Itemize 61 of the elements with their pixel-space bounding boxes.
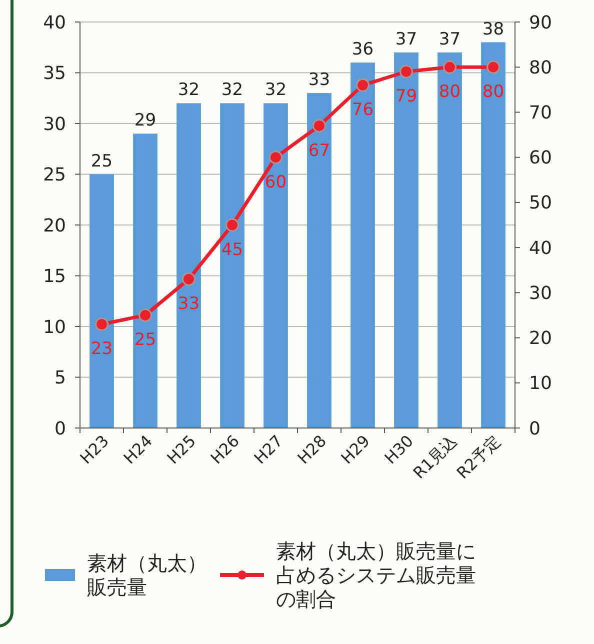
point bbox=[356, 78, 370, 92]
data-label: 80 bbox=[482, 82, 504, 102]
data-label: 25 bbox=[90, 151, 113, 172]
y2-tick-label: 30 bbox=[529, 282, 552, 304]
y-tick-label: 40 bbox=[43, 12, 66, 34]
data-label: 33 bbox=[308, 70, 330, 90]
bar bbox=[220, 103, 244, 428]
data-label: 80 bbox=[438, 82, 461, 102]
point bbox=[443, 60, 456, 74]
data-label: 33 bbox=[178, 294, 200, 314]
point bbox=[269, 150, 282, 164]
y-tick-label: 10 bbox=[43, 316, 66, 338]
bar bbox=[176, 103, 201, 428]
point bbox=[138, 308, 152, 322]
data-label: 36 bbox=[352, 40, 374, 60]
data-label: 32 bbox=[221, 80, 244, 100]
point bbox=[95, 317, 108, 331]
bar bbox=[133, 134, 158, 428]
point bbox=[226, 218, 239, 232]
data-label: 29 bbox=[134, 110, 156, 131]
data-label: 45 bbox=[221, 240, 244, 260]
bar bbox=[438, 52, 462, 428]
point bbox=[400, 64, 413, 78]
data-label: 76 bbox=[352, 100, 374, 120]
y-tick-label: 20 bbox=[43, 215, 66, 236]
data-label: 32 bbox=[264, 80, 287, 100]
y-tick-label: 15 bbox=[43, 266, 66, 288]
y2-tick-label: 20 bbox=[529, 328, 552, 350]
data-label: 37 bbox=[395, 29, 418, 50]
data-label: 79 bbox=[395, 86, 418, 107]
data-label: 60 bbox=[264, 172, 287, 192]
data-label: 23 bbox=[90, 339, 113, 360]
bar bbox=[307, 93, 332, 428]
y2-tick-label: 50 bbox=[529, 192, 552, 214]
y-tick-label: 35 bbox=[43, 63, 66, 84]
y2-tick-label: 10 bbox=[529, 373, 552, 394]
y-tick-label: 25 bbox=[43, 164, 66, 186]
y-tick-label: 30 bbox=[43, 114, 66, 135]
y-tick-label: 0 bbox=[54, 418, 66, 440]
bar bbox=[264, 103, 288, 428]
y2-tick-label: 40 bbox=[529, 238, 552, 259]
bar bbox=[481, 42, 506, 428]
point bbox=[312, 119, 326, 133]
data-label: 37 bbox=[438, 29, 461, 50]
y2-tick-label: 80 bbox=[529, 57, 552, 78]
data-label: 25 bbox=[134, 330, 156, 350]
y2-tick-label: 60 bbox=[529, 148, 552, 169]
legend-label: 素材（丸太）販売量 bbox=[87, 551, 207, 599]
data-label: 67 bbox=[308, 140, 330, 161]
point bbox=[182, 272, 196, 286]
point bbox=[486, 60, 500, 74]
bar bbox=[90, 174, 114, 428]
bar bbox=[394, 52, 418, 428]
y2-tick-label: 90 bbox=[529, 12, 552, 34]
y2-tick-label: 0 bbox=[529, 418, 540, 440]
y-tick-label: 5 bbox=[54, 368, 66, 389]
data-label: 38 bbox=[482, 19, 504, 40]
data-label: 32 bbox=[178, 80, 200, 100]
bar bbox=[350, 62, 375, 428]
y2-tick-label: 70 bbox=[529, 102, 552, 124]
legend-label: 素材（丸太）販売量に占めるシステム販売量の割合 bbox=[276, 539, 476, 611]
